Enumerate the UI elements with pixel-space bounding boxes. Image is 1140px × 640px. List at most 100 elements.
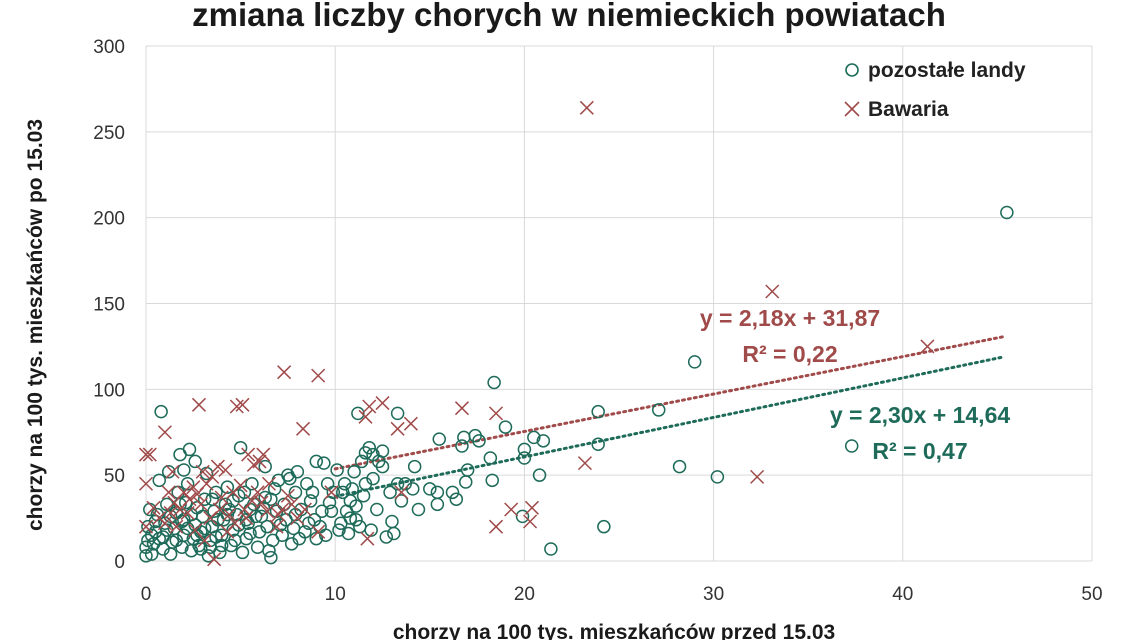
trendline-segment <box>333 335 1005 471</box>
x-axis-tick-labels: 0 10 20 30 40 50 <box>141 584 1103 605</box>
scatter-point-circle <box>430 497 445 512</box>
scatter-point-circle <box>175 514 189 529</box>
scatter-point-x <box>157 425 172 440</box>
scatter-point-circle <box>356 489 371 503</box>
scatter-point-x <box>237 502 252 517</box>
scatter-point-circle <box>379 530 394 544</box>
scatter-point-circle <box>343 511 358 525</box>
scatter-point-circle <box>139 549 153 563</box>
y-tick-label: 50 <box>104 466 125 487</box>
scatter-point-circle <box>152 531 166 546</box>
scatter-point-circle <box>188 454 202 469</box>
scatter-point-circle <box>341 526 356 541</box>
scatter-point-circle <box>144 528 159 542</box>
scatter-point-circle <box>375 459 390 474</box>
scatter-point-circle <box>498 420 513 434</box>
scatter-point-x <box>275 502 290 517</box>
scatter-point-x <box>358 409 373 424</box>
scatter-point-x <box>239 511 254 526</box>
scatter-point-x <box>246 457 261 472</box>
scatter-point-x <box>226 485 241 500</box>
scatter-point-circle <box>687 355 702 369</box>
scatter-point-circle <box>370 502 384 517</box>
scatter-point-x <box>765 284 780 299</box>
scatter-point-circle <box>353 519 367 534</box>
scatter-point-circle <box>245 477 259 491</box>
scatter-point-circle <box>844 439 859 453</box>
scatter-point-circle <box>366 447 380 462</box>
scatter-point-x <box>324 485 339 500</box>
x-tick-label: 50 <box>1081 584 1102 605</box>
scatter-point-circle <box>286 521 301 536</box>
scatter-point-circle <box>517 442 532 457</box>
scatter-point-circle <box>398 477 412 491</box>
scatter-point-circle <box>349 513 363 527</box>
scatter-point-circle <box>169 533 184 548</box>
scatter-point-circle <box>239 513 254 527</box>
scatter-point-circle <box>305 485 320 500</box>
scatter-point-circle <box>201 549 216 563</box>
scatter-point-x <box>222 507 237 522</box>
scatter-point-x <box>260 504 275 519</box>
scatter-point-circle <box>597 519 611 534</box>
scatter-point-circle <box>226 494 240 508</box>
scatter-point-circle <box>457 430 471 445</box>
scatter-point-x <box>138 519 154 534</box>
scatter-point-circle <box>283 471 297 486</box>
scatter-point-circle <box>332 523 346 537</box>
scatter-point-circle <box>710 470 725 484</box>
scatter-point-circle <box>163 509 178 524</box>
x-tick-label: 0 <box>141 584 152 605</box>
trendline-segment <box>333 355 1005 498</box>
scatter-point-circle <box>154 404 168 419</box>
scatter-point-x <box>488 406 504 421</box>
y-axis-title: chorzy na 100 tys. mieszkańców po 15.03 <box>24 119 47 531</box>
scatter-point-x <box>142 447 157 462</box>
scatter-point-circle <box>390 477 405 491</box>
scatter-point-circle <box>330 463 344 477</box>
scatter-point-x <box>229 399 244 414</box>
scatter-point-x <box>218 462 233 478</box>
scatter-point-circle <box>407 459 422 474</box>
scatter-point-circle <box>258 490 272 505</box>
scatter-point-x <box>161 485 176 500</box>
scatter-point-circle <box>1000 205 1014 220</box>
series-bawaria-points <box>138 100 935 567</box>
scatter-point-circle <box>591 437 605 452</box>
x-tick-label: 10 <box>325 584 346 605</box>
scatter-point-x <box>269 519 284 534</box>
y-tick-label: 100 <box>93 380 125 401</box>
scatter-point-circle <box>322 495 337 510</box>
scatter-point-x <box>296 421 311 436</box>
scatter-point-circle <box>309 454 324 469</box>
scatter-point-x <box>138 447 154 462</box>
scatter-point-circle <box>445 485 460 500</box>
legend: pozostałe landy Bawaria <box>844 59 1026 121</box>
scatter-point-circle <box>180 477 195 491</box>
series-pozostale-landy-points <box>139 205 1014 565</box>
scatter-point-circle <box>288 485 303 500</box>
scatter-point-x <box>280 488 295 503</box>
scatter-point-x <box>577 456 592 471</box>
scatter-point-circle <box>243 526 257 541</box>
scatter-point-circle <box>527 430 541 445</box>
scatter-point-x <box>167 495 182 510</box>
scatter-point-x <box>362 399 377 414</box>
scatter-point-circle <box>432 432 447 446</box>
scatter-point-circle <box>485 473 499 488</box>
scatter-point-x <box>277 365 292 380</box>
scatter-point-circle <box>214 528 229 542</box>
scatter-point-circle <box>458 475 473 489</box>
y-tick-label: 300 <box>93 37 125 58</box>
scatter-point-circle <box>161 464 176 479</box>
scatter-point-x <box>163 505 178 520</box>
scatter-point-x <box>165 464 180 479</box>
scatter-point-x <box>579 100 594 115</box>
scatter-point-circle <box>220 507 235 522</box>
scatter-point-x <box>524 500 539 515</box>
scatter-point-circle <box>294 502 308 517</box>
scatter-point-x <box>146 500 161 515</box>
scatter-point-circle <box>254 509 269 524</box>
y-tick-label: 150 <box>93 295 125 316</box>
equation-bawaria-text: y = 2,18x + 31,87 <box>700 305 880 331</box>
